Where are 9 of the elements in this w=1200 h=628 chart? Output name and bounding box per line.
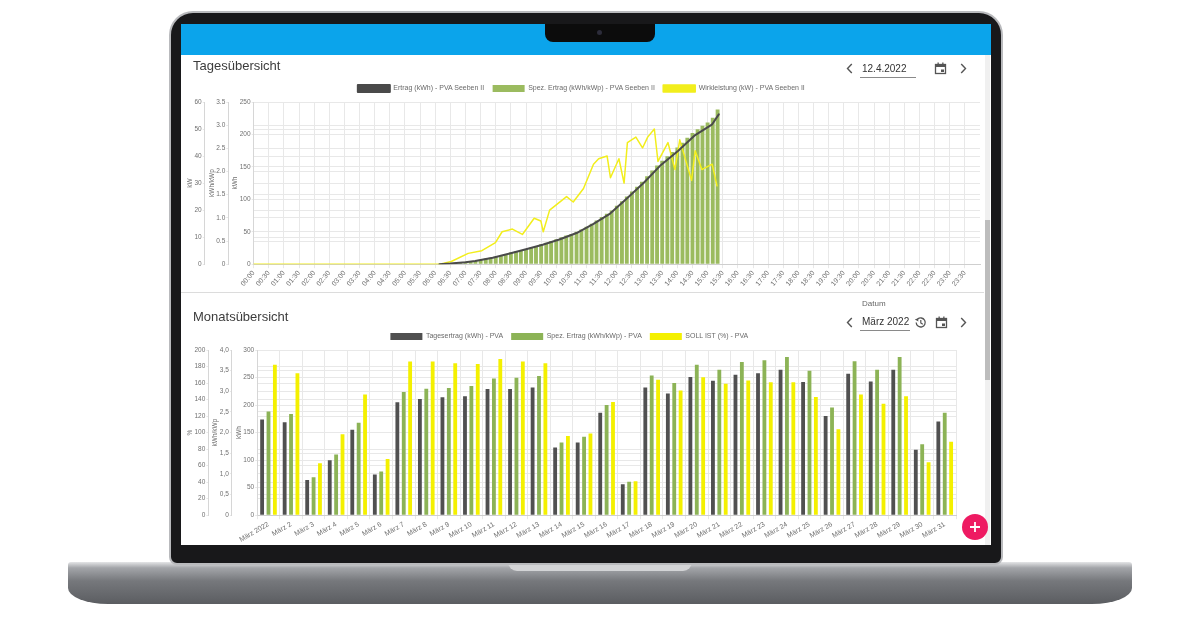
bar: [579, 229, 584, 264]
bar: [589, 223, 594, 264]
date-field: 12.4.2022: [860, 58, 916, 78]
bar: [695, 129, 700, 264]
chart-title: Monatsübersicht: [193, 309, 289, 324]
date-field: Datum März 2022: [860, 299, 910, 331]
bar: [685, 137, 690, 264]
bar: [715, 109, 720, 264]
chart-title: Tagesübersicht: [193, 58, 281, 73]
